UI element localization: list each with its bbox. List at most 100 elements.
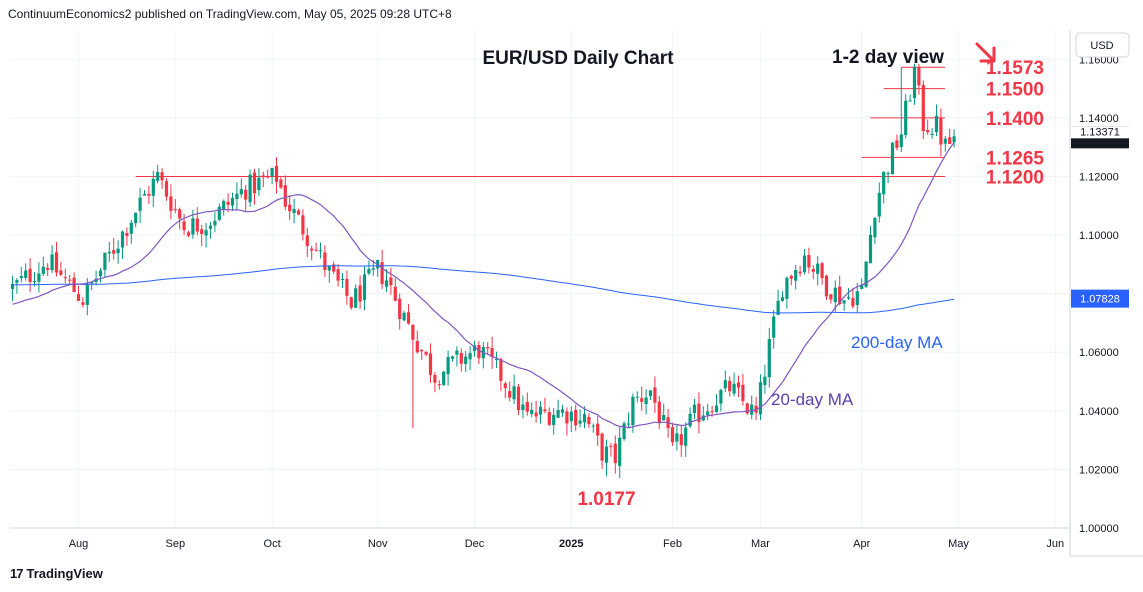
candle-body	[336, 269, 340, 281]
candle-body	[820, 263, 824, 279]
candle-body	[446, 356, 450, 375]
candle-body	[802, 255, 807, 273]
level-label: 1.1500	[986, 80, 1044, 101]
candle-body	[543, 409, 547, 412]
candle-body	[714, 405, 719, 413]
candle-body	[288, 204, 292, 212]
candle-body	[917, 67, 921, 86]
candle-body	[125, 233, 129, 236]
candle-body	[362, 274, 367, 300]
candle-body	[235, 193, 239, 200]
candle-body	[455, 350, 459, 355]
candle-body	[28, 268, 32, 282]
down-right-arrow-icon	[975, 42, 996, 63]
candle-body	[301, 215, 305, 235]
candle-body	[85, 284, 89, 305]
candle-body	[750, 404, 754, 415]
candle-body	[433, 374, 437, 383]
candle-body	[807, 255, 811, 268]
y-tick-label: 1.00000	[1079, 523, 1119, 535]
candle-body	[415, 340, 419, 353]
candle-body	[613, 443, 617, 464]
candle-body	[811, 268, 815, 272]
candle-body	[855, 291, 859, 306]
x-tick-label: 2025	[559, 538, 583, 550]
candle-body	[204, 230, 208, 236]
candle-body	[156, 171, 160, 181]
currency-button[interactable]	[1075, 32, 1130, 58]
candle-body	[675, 433, 679, 442]
candle-body	[10, 283, 15, 289]
candle-body	[195, 218, 199, 232]
candle-body	[560, 409, 565, 413]
candle-body	[512, 386, 516, 400]
candle-body	[692, 404, 697, 413]
candle-body	[679, 434, 683, 446]
candle-body	[569, 411, 573, 422]
candle-body	[103, 252, 107, 270]
candle-body	[230, 197, 235, 206]
price-tag-top	[1071, 126, 1129, 139]
candle-body	[503, 383, 507, 389]
x-tick-label: Dec	[465, 538, 485, 550]
candle-body	[565, 411, 569, 424]
candle-body	[596, 423, 600, 436]
candle-body	[741, 384, 745, 402]
candle-body	[186, 232, 191, 236]
candle-body	[252, 172, 257, 194]
candle-body	[600, 433, 604, 461]
candle-body	[684, 427, 688, 446]
candle-body	[943, 138, 947, 144]
candle-body	[411, 325, 415, 340]
y-tick-label: 1.14000	[1079, 113, 1119, 125]
candle-body	[538, 406, 543, 415]
candle-body	[648, 390, 653, 397]
candle-body	[657, 401, 661, 424]
candle-body	[283, 185, 287, 207]
candle-body	[939, 117, 943, 145]
candle-body	[208, 225, 213, 229]
candle-body	[63, 277, 67, 279]
candle-body	[486, 347, 490, 349]
candle-body	[327, 266, 331, 271]
candle-body	[120, 231, 125, 248]
candle-body	[842, 300, 846, 304]
ma200-line	[12, 265, 955, 314]
tradingview-footer[interactable]: 17 TradingView	[10, 566, 103, 581]
candle-body	[164, 181, 169, 197]
candle-body	[200, 229, 204, 235]
candle-body	[160, 172, 164, 181]
candle-body	[442, 371, 446, 386]
candle-body	[688, 413, 692, 427]
candle-body	[890, 142, 895, 175]
candle-body	[292, 208, 296, 214]
candle-body	[428, 353, 433, 375]
candle-body	[477, 344, 481, 359]
candle-body	[318, 250, 323, 252]
candle-body	[494, 358, 499, 360]
candle-body	[19, 276, 23, 279]
candle-body	[604, 446, 609, 463]
candle-body	[450, 356, 455, 359]
x-tick-label: Feb	[663, 538, 682, 550]
x-tick-label: Aug	[69, 538, 89, 550]
candle-body	[719, 389, 723, 404]
view-label: 1-2 day view	[832, 47, 944, 68]
ma20-label: 20-day MA	[771, 390, 854, 409]
x-tick-label: Apr	[853, 538, 870, 550]
candle-body	[147, 193, 151, 196]
candle-body	[697, 403, 701, 423]
candle-body	[389, 277, 393, 286]
candle-body	[332, 264, 336, 272]
candle-body	[459, 352, 463, 364]
candle-body	[728, 380, 732, 392]
candle-body	[437, 384, 441, 386]
candle-body	[274, 166, 279, 182]
y-tick-label: 1.10000	[1079, 230, 1119, 242]
candle-body	[142, 193, 147, 196]
ma20-line	[12, 141, 955, 429]
candle-body	[402, 312, 406, 321]
candle-body	[574, 410, 578, 426]
candle-body	[107, 251, 111, 254]
